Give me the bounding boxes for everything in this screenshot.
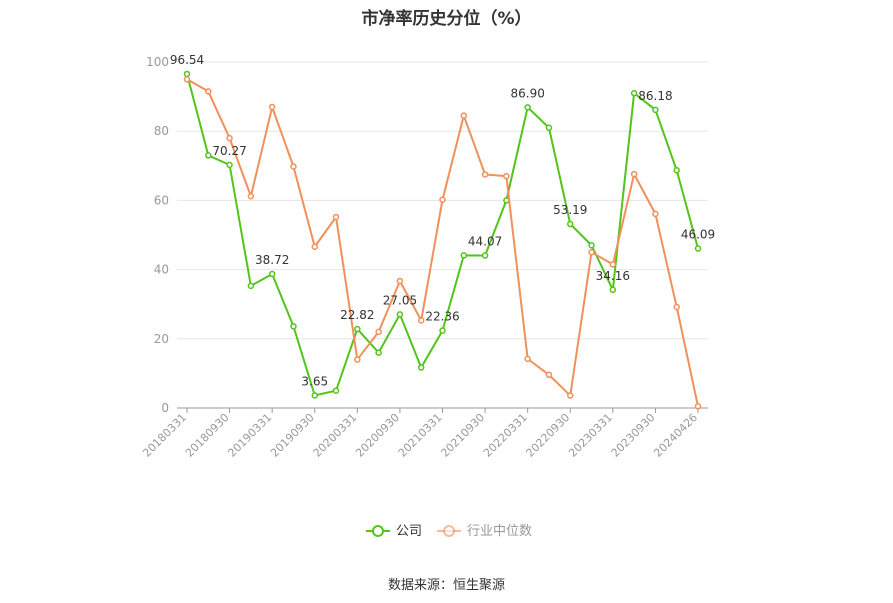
data-point <box>332 387 340 394</box>
data-source-note: 数据来源：恒生聚源 <box>387 578 505 593</box>
legend-marker <box>443 525 455 537</box>
data-point <box>354 325 361 333</box>
data-point <box>247 192 255 200</box>
data-point <box>311 392 318 399</box>
data-point <box>545 124 553 131</box>
y-tick-label: 80 <box>154 124 169 138</box>
data-point <box>247 282 255 290</box>
data-label: 44.07 <box>468 235 502 249</box>
data-label: 70.27 <box>212 144 246 158</box>
data-point <box>311 243 318 251</box>
x-tick-label: 20220331 <box>481 411 530 460</box>
data-point <box>652 210 659 218</box>
y-tick-label: 20 <box>154 332 169 346</box>
data-point <box>205 88 212 95</box>
y-tick-label: 60 <box>154 193 169 207</box>
data-point <box>396 311 404 318</box>
data-point <box>183 76 191 83</box>
data-point <box>354 356 361 363</box>
data-label: 38.72 <box>255 253 289 267</box>
data-label: 22.82 <box>340 308 374 322</box>
data-point <box>567 220 574 228</box>
data-point <box>588 242 595 249</box>
data-point <box>417 364 425 371</box>
data-point <box>524 355 531 363</box>
data-label: 34.16 <box>596 269 630 283</box>
data-point <box>417 317 425 324</box>
y-tick-label: 0 <box>161 401 169 415</box>
x-tick-label: 20240426 <box>651 411 700 460</box>
data-label: 86.18 <box>638 89 672 103</box>
data-label: 46.09 <box>681 228 715 242</box>
x-tick-label: 20200331 <box>311 411 360 460</box>
data-label: 3.65 <box>301 374 328 388</box>
data-point <box>524 104 531 111</box>
x-tick-label: 20220930 <box>524 411 573 460</box>
data-label: 86.90 <box>510 86 544 100</box>
data-point <box>481 252 489 259</box>
data-label: 96.54 <box>170 53 204 67</box>
data-point <box>332 213 340 221</box>
data-point <box>503 172 510 180</box>
data-point <box>545 371 553 379</box>
data-point <box>694 245 702 252</box>
data-point <box>375 349 382 356</box>
data-point <box>694 403 702 410</box>
data-label: 22.36 <box>425 310 459 324</box>
x-tick-label: 20200930 <box>353 411 402 460</box>
data-point <box>439 196 446 203</box>
data-point <box>630 89 638 97</box>
x-tick-label: 20230930 <box>609 411 658 460</box>
data-point <box>652 106 659 114</box>
data-point <box>673 167 680 174</box>
data-point <box>183 70 191 78</box>
y-tick-label: 100 <box>146 55 169 69</box>
data-label: 53.19 <box>553 203 587 217</box>
data-point <box>268 270 276 278</box>
legend-label: 行业中位数 <box>467 524 532 539</box>
data-point <box>226 161 233 169</box>
chart-title: 市净率历史分位（%） <box>361 9 532 29</box>
data-point <box>630 170 638 178</box>
data-point <box>588 249 595 256</box>
x-tick-label: 20180930 <box>183 411 232 460</box>
y-tick-label: 40 <box>154 263 169 277</box>
legend-marker <box>372 525 384 537</box>
legend-label: 公司 <box>396 524 422 539</box>
series-line-company <box>186 73 699 397</box>
x-tick-label: 20190331 <box>225 411 274 460</box>
x-tick-label: 20210331 <box>396 411 445 460</box>
data-point <box>205 152 212 159</box>
x-tick-label: 20180331 <box>140 411 189 460</box>
data-point <box>226 134 233 142</box>
data-point <box>290 323 297 330</box>
data-point <box>609 261 617 268</box>
series-line-industry-median <box>186 78 699 407</box>
data-point <box>268 103 276 111</box>
x-tick-label: 20190930 <box>268 411 317 460</box>
data-point <box>396 277 404 285</box>
data-label: 27.05 <box>383 293 417 307</box>
data-point <box>460 252 468 259</box>
data-point <box>609 286 617 294</box>
data-point <box>439 327 446 334</box>
x-tick-label: 20230331 <box>566 411 615 460</box>
data-point <box>290 163 297 170</box>
data-point <box>460 112 468 119</box>
data-point <box>481 171 489 178</box>
data-point <box>567 392 574 399</box>
x-tick-label: 20210930 <box>438 411 487 460</box>
data-point <box>375 328 382 336</box>
data-point <box>673 303 680 311</box>
